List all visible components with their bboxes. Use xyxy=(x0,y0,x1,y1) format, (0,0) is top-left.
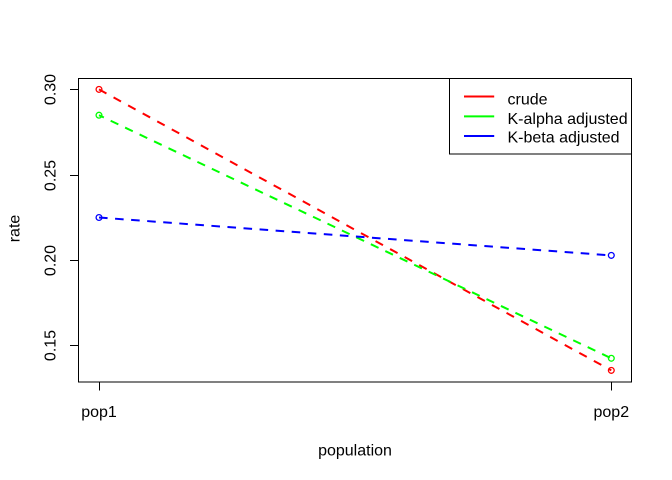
svg-text:K-alpha adjusted: K-alpha adjusted xyxy=(508,111,628,128)
svg-text:rate: rate xyxy=(6,215,23,243)
svg-text:pop1: pop1 xyxy=(81,404,117,421)
svg-text:0.20: 0.20 xyxy=(43,245,60,276)
svg-text:crude: crude xyxy=(508,91,548,108)
svg-text:0.15: 0.15 xyxy=(43,330,60,361)
svg-text:population: population xyxy=(318,443,392,460)
svg-text:0.25: 0.25 xyxy=(43,160,60,191)
svg-text:K-beta adjusted: K-beta adjusted xyxy=(508,129,620,146)
svg-text:0.30: 0.30 xyxy=(43,74,60,105)
svg-text:pop2: pop2 xyxy=(594,404,630,421)
